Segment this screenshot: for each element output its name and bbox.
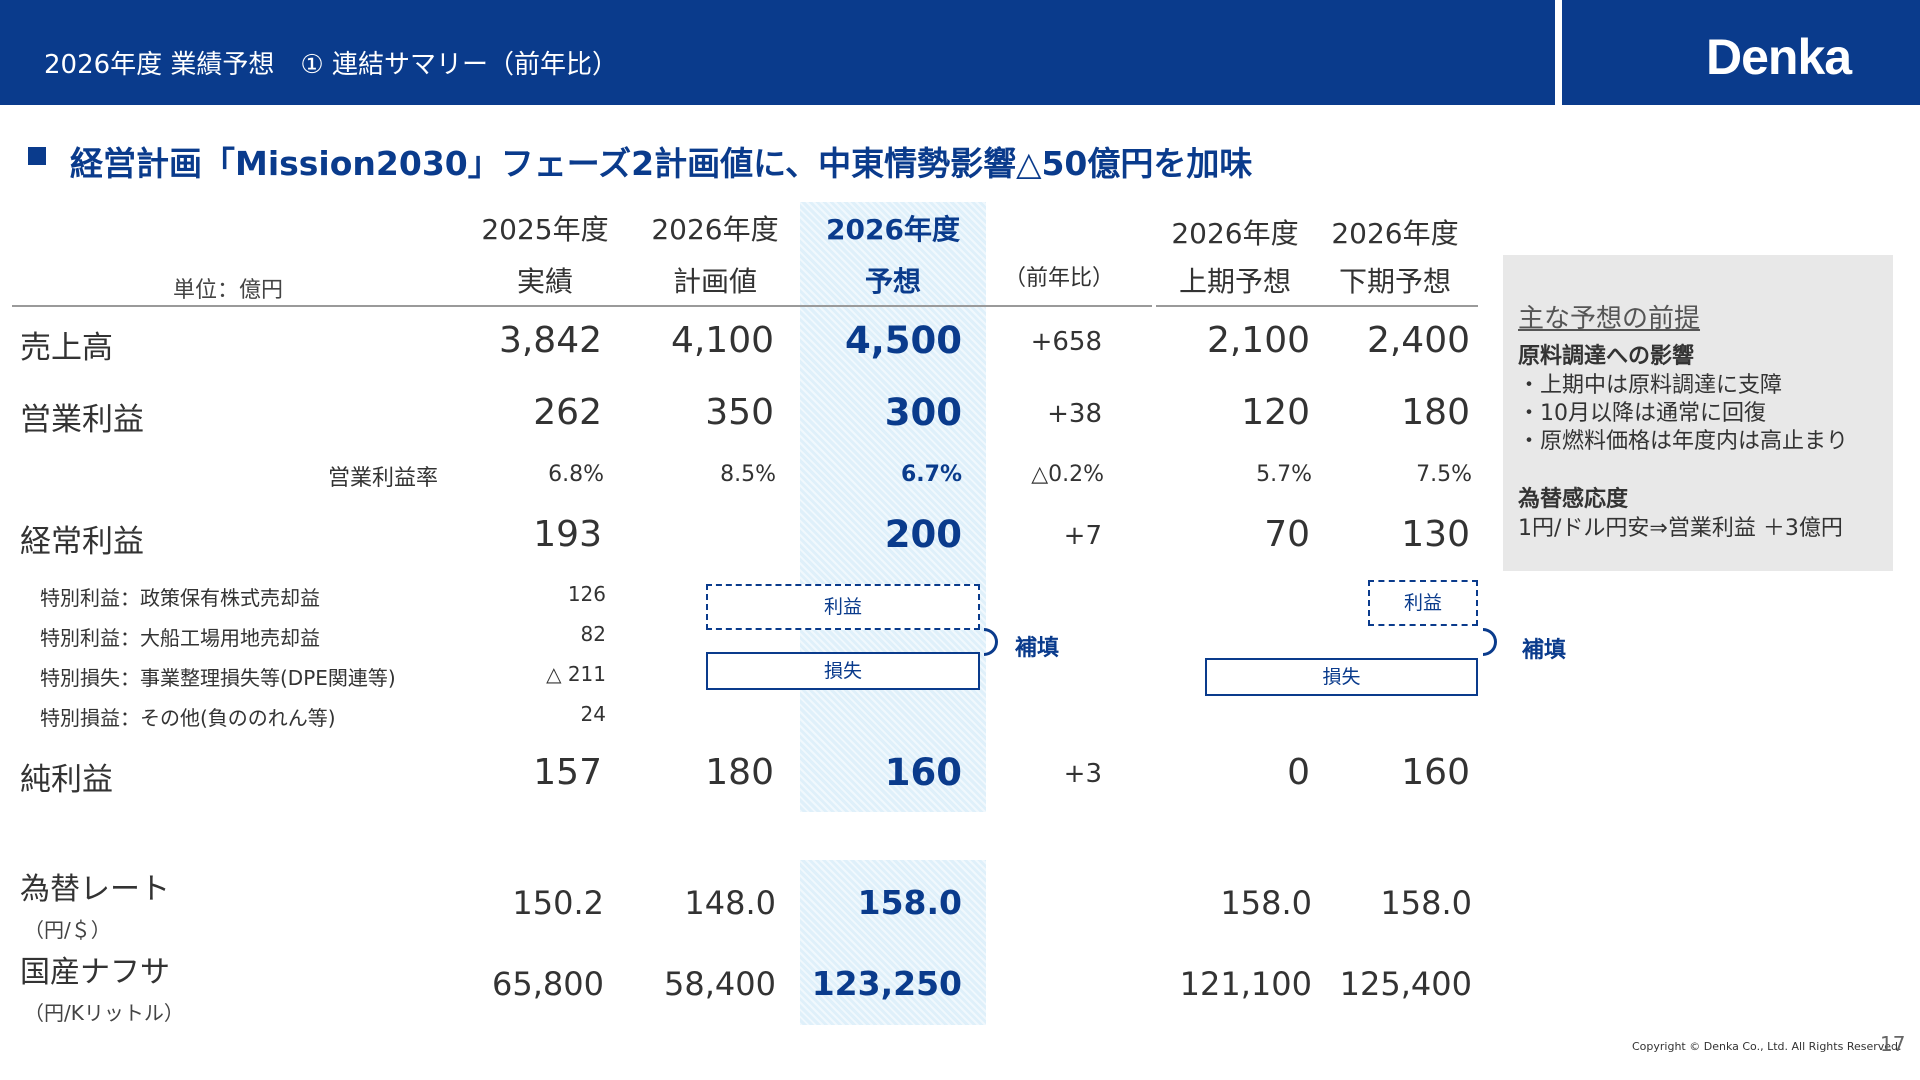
special-item-value: 126 [567, 582, 606, 606]
col-2026-forecast-type: 予想 [864, 265, 921, 298]
net-2025-actual: 157 [533, 752, 602, 793]
assumptions-item: 1円/ドル円安⇒営業利益 ＋3億円 [1518, 516, 1843, 541]
col-2025-actual-year: 2025年度 [481, 213, 609, 246]
ordinary-2025-actual: 193 [533, 514, 602, 555]
op-profit-2026-forecast: 300 [884, 391, 962, 434]
special-item-value: △ 211 [546, 662, 606, 686]
ordinary-2026-forecast: 200 [884, 513, 962, 556]
ordinary-h2: 130 [1401, 514, 1470, 555]
sales-2025-actual: 3,842 [498, 320, 602, 361]
col-h2-year: 2026年度 [1331, 217, 1459, 250]
op-profit-2026-plan: 350 [705, 392, 774, 433]
net-yoy: +3 [1063, 759, 1102, 789]
op-margin-2026-forecast: 6.7% [900, 462, 962, 487]
net-2026-plan: 180 [705, 752, 774, 793]
assumptions-item: ・原燃料価格は年度内は高止まり [1518, 429, 1849, 454]
assumptions-item: ・10月以降は通常に回復 [1518, 401, 1766, 426]
forecast-column-highlight-lower [800, 860, 986, 1025]
loss-box-half: 損失 [1205, 658, 1478, 696]
page-title: 2026年度 業績予想 ① 連結サマリー（前年比） [44, 50, 619, 80]
forecast-column-highlight [800, 202, 986, 812]
col-2026-forecast-year: 2026年度 [826, 213, 960, 246]
fx-2026-forecast: 158.0 [857, 883, 962, 922]
header-rule-left [12, 305, 1152, 307]
op-profit-h1: 120 [1241, 392, 1310, 433]
naphtha-h1: 121,100 [1179, 965, 1312, 1003]
copyright: Copyright © Denka Co., Ltd. All Rights R… [1632, 1040, 1902, 1053]
assumptions-item: ・上期中は原料調達に支障 [1518, 373, 1783, 398]
op-margin-2025-actual: 6.8% [548, 462, 604, 487]
op-margin-yoy: △0.2% [1031, 462, 1104, 487]
sales-h2: 2,400 [1366, 320, 1470, 361]
row-label-ordinary-profit: 経常利益 [20, 524, 144, 560]
row-label-op-margin: 営業利益率 [328, 466, 439, 491]
assumptions-section-title: 原料調達への影響 [1518, 344, 1695, 369]
col-yoy: （前年比） [1003, 266, 1114, 291]
headline: 経営計画「Mission2030」フェーズ2計画値に、中東情勢影響△50億円を加… [70, 144, 1253, 183]
naphtha-2025-actual: 65,800 [492, 965, 604, 1003]
row-label-net-profit: 純利益 [20, 762, 113, 798]
special-item-label: 特別損益：その他(負ののれん等) [40, 706, 336, 730]
special-item-label: 特別利益：大船工場用地売却益 [40, 626, 320, 650]
row-label-op-profit: 営業利益 [20, 402, 144, 438]
header-rule-right [1156, 305, 1478, 307]
row-label-naphtha: 国産ナフサ [20, 955, 170, 990]
fx-2025-actual: 150.2 [512, 884, 604, 922]
op-margin-2026-plan: 8.5% [720, 462, 776, 487]
compensate-label-right: 補填 [1522, 638, 1567, 663]
page-number: 17 [1880, 1032, 1906, 1056]
profit-box-forecast: 利益 [706, 584, 980, 630]
col-h1-year: 2026年度 [1171, 217, 1299, 250]
ordinary-yoy: +7 [1063, 521, 1102, 551]
assumptions-panel [1503, 255, 1893, 571]
ordinary-h1: 70 [1264, 514, 1310, 555]
naphtha-h2: 125,400 [1339, 965, 1472, 1003]
row-label-sales: 売上高 [20, 330, 113, 366]
loss-box-forecast: 損失 [706, 652, 980, 690]
sales-yoy: +658 [1030, 327, 1102, 357]
op-margin-h1: 5.7% [1256, 462, 1312, 487]
sales-h1: 2,100 [1206, 320, 1310, 361]
compensate-arrow-icon [1483, 628, 1497, 656]
col-2026-plan-year: 2026年度 [651, 213, 779, 246]
assumptions-section-title: 為替感応度 [1518, 487, 1629, 512]
denka-logo: Denka [1706, 29, 1852, 85]
net-2026-forecast: 160 [884, 751, 962, 794]
naphtha-2026-forecast: 123,250 [811, 964, 962, 1003]
op-profit-2025-actual: 262 [533, 392, 602, 433]
assumptions-title: 主な予想の前提 [1518, 304, 1701, 334]
row-label-fx-rate: 為替レート [20, 872, 170, 907]
fx-h2: 158.0 [1380, 884, 1472, 922]
col-h1-type: 上期予想 [1178, 265, 1291, 298]
headline-bullet-icon [28, 147, 46, 165]
op-profit-yoy: +38 [1047, 399, 1102, 429]
op-profit-h2: 180 [1401, 392, 1470, 433]
net-h2: 160 [1401, 752, 1470, 793]
op-margin-h2: 7.5% [1416, 462, 1472, 487]
sales-2026-forecast: 4,500 [844, 319, 962, 362]
special-item-value: 24 [580, 702, 606, 726]
naphtha-2026-plan: 58,400 [664, 965, 776, 1003]
fx-rate-unit: （円/＄） [24, 918, 111, 942]
special-item-label: 特別利益：政策保有株式売却益 [40, 586, 320, 610]
col-h2-type: 下期予想 [1338, 265, 1451, 298]
sales-2026-plan: 4,100 [670, 320, 774, 361]
header-bar [0, 0, 1555, 105]
fx-2026-plan: 148.0 [684, 884, 776, 922]
col-2026-plan-type: 計画値 [672, 265, 757, 298]
compensate-label: 補填 [1015, 636, 1060, 661]
fx-h1: 158.0 [1220, 884, 1312, 922]
header-logo-bar [1562, 0, 1920, 105]
naphtha-unit: （円/Kリットル） [24, 1001, 184, 1025]
profit-box-h2: 利益 [1368, 580, 1478, 626]
special-item-value: 82 [580, 622, 606, 646]
net-h1: 0 [1287, 752, 1310, 793]
col-2025-actual-type: 実績 [516, 265, 573, 298]
special-item-label: 特別損失：事業整理損失等(DPE関連等) [40, 666, 396, 690]
compensate-arrow-icon [984, 628, 998, 656]
unit-label: 単位：億円 [173, 278, 284, 303]
